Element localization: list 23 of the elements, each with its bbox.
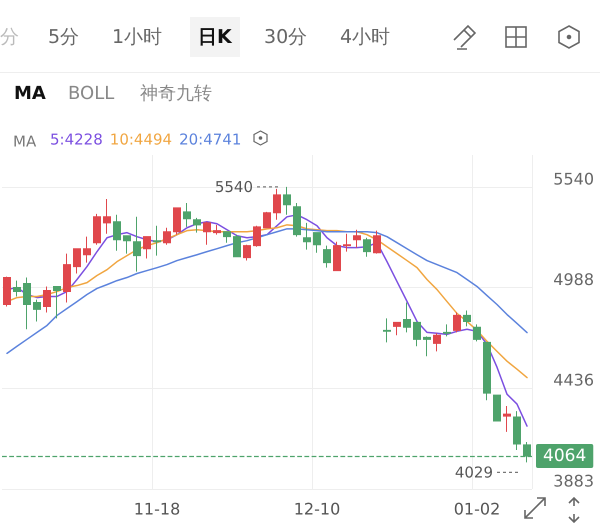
text: 1小时 (112, 25, 162, 49)
y-tick-label: 4988 (553, 270, 594, 290)
text: BOLL (68, 82, 114, 106)
text: 分 (0, 25, 19, 49)
text: 5分 (48, 25, 80, 49)
ref-line-label: 4064 (543, 446, 586, 466)
legend-title: MA (13, 132, 37, 150)
annotation: 5540 (214, 178, 253, 196)
y-tick-label: 4436 (553, 370, 594, 390)
text: 神奇九转 (140, 82, 212, 106)
text: 20:4741 (179, 130, 242, 148)
y-tick-label: 3883 (553, 472, 594, 490)
text: 30分 (264, 25, 308, 49)
text: MA (14, 82, 46, 106)
text: 10:4494 (110, 130, 172, 148)
x-tick-label: 12-10 (294, 500, 340, 518)
y-tick-label: 5540 (553, 169, 594, 188)
text: 5:4228 (50, 130, 103, 148)
text: 日K (190, 17, 240, 57)
text: 4小时 (340, 25, 390, 49)
x-tick-label: 01-02 (454, 500, 500, 518)
x-tick-label: 11-18 (134, 500, 180, 518)
annotation: 4029 (454, 463, 493, 482)
